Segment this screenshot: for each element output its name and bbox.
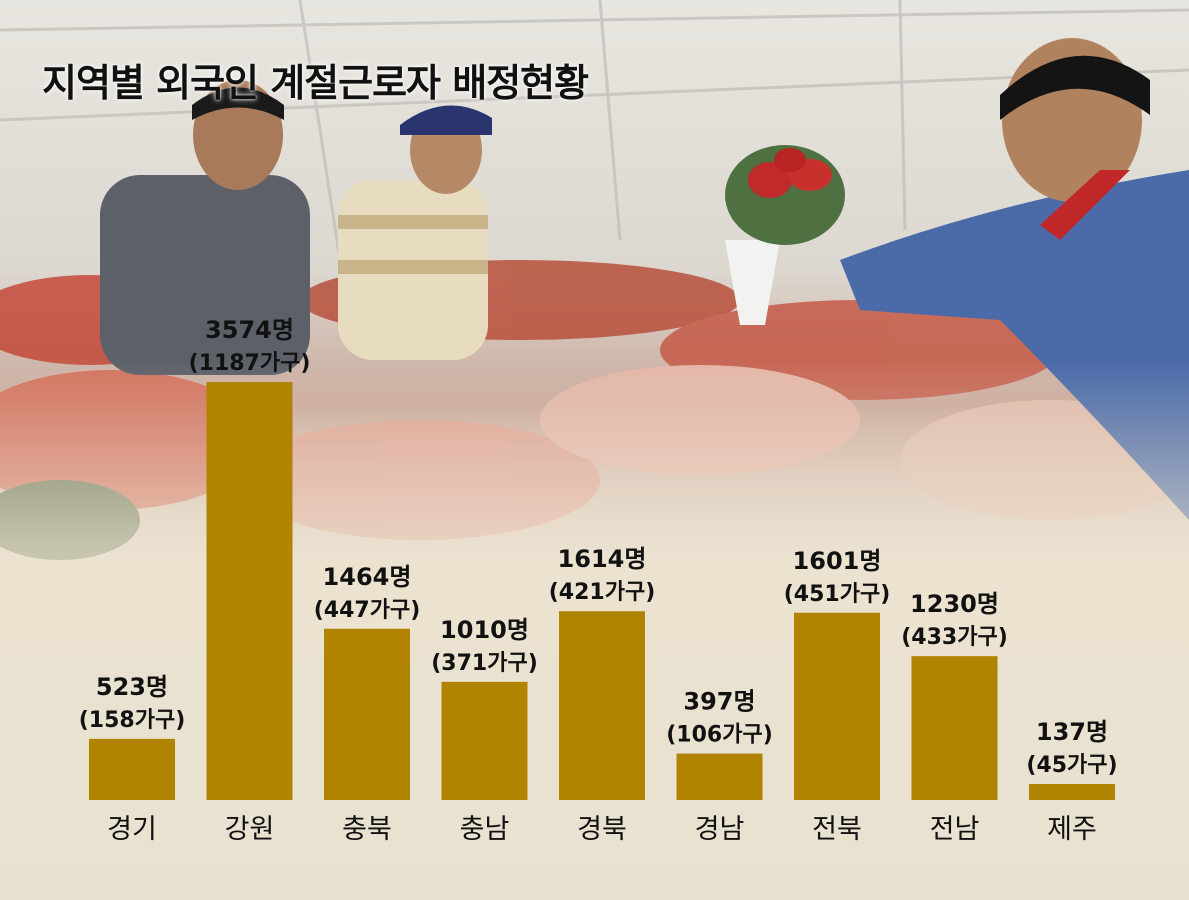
household-label: (158가구) — [79, 708, 186, 733]
worker-left — [100, 80, 310, 375]
chart-title: 지역별 외국인 계절근로자 배정현황 — [42, 61, 589, 105]
category-label: 전남 — [930, 814, 980, 845]
worker-right — [840, 38, 1189, 520]
bar — [441, 681, 528, 800]
category-label: 강원 — [225, 814, 275, 845]
bar — [206, 382, 293, 800]
category-label: 경북 — [577, 814, 627, 845]
category-label: 전북 — [812, 814, 862, 845]
value-label: 1230명 — [910, 590, 999, 618]
value-label: 1614명 — [558, 545, 647, 573]
category-label: 경남 — [695, 814, 745, 845]
value-label: 1464명 — [323, 563, 412, 591]
worker-middle — [338, 105, 492, 360]
value-label: 137명 — [1036, 718, 1108, 746]
household-label: (106가구) — [666, 723, 773, 748]
household-label: (371가구) — [431, 651, 538, 676]
category-label: 충북 — [342, 814, 392, 845]
household-label: (45가구) — [1026, 753, 1117, 778]
bar — [1029, 783, 1115, 800]
value-label: 1601명 — [793, 547, 882, 575]
household-label: (451가구) — [784, 582, 891, 607]
category-label: 충남 — [460, 814, 510, 845]
household-label: (1187가구) — [189, 351, 311, 376]
category-label: 제주 — [1047, 814, 1097, 845]
value-label: 3574명 — [205, 316, 294, 344]
bar — [89, 738, 175, 800]
potted-poinsettia — [725, 145, 845, 325]
bar — [559, 611, 645, 800]
value-label: 1010명 — [440, 616, 529, 644]
value-label: 523명 — [96, 673, 168, 701]
bar — [794, 612, 880, 800]
category-label: 경기 — [107, 814, 157, 845]
household-label: (433가구) — [901, 625, 1008, 650]
bar — [676, 753, 763, 800]
household-label: (421가구) — [549, 580, 656, 605]
household-label: (447가구) — [314, 598, 421, 623]
bar — [324, 628, 410, 800]
value-label: 397명 — [683, 688, 755, 716]
bar — [911, 656, 998, 800]
